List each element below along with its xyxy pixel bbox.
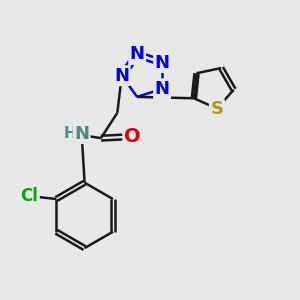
Text: Cl: Cl (21, 187, 38, 205)
Text: H: H (63, 126, 76, 141)
Text: S: S (210, 100, 224, 118)
Text: N: N (130, 46, 145, 64)
Text: N: N (154, 80, 169, 98)
Text: N: N (74, 125, 89, 143)
Text: N: N (114, 67, 129, 85)
Text: N: N (154, 54, 169, 72)
Text: O: O (124, 127, 140, 146)
